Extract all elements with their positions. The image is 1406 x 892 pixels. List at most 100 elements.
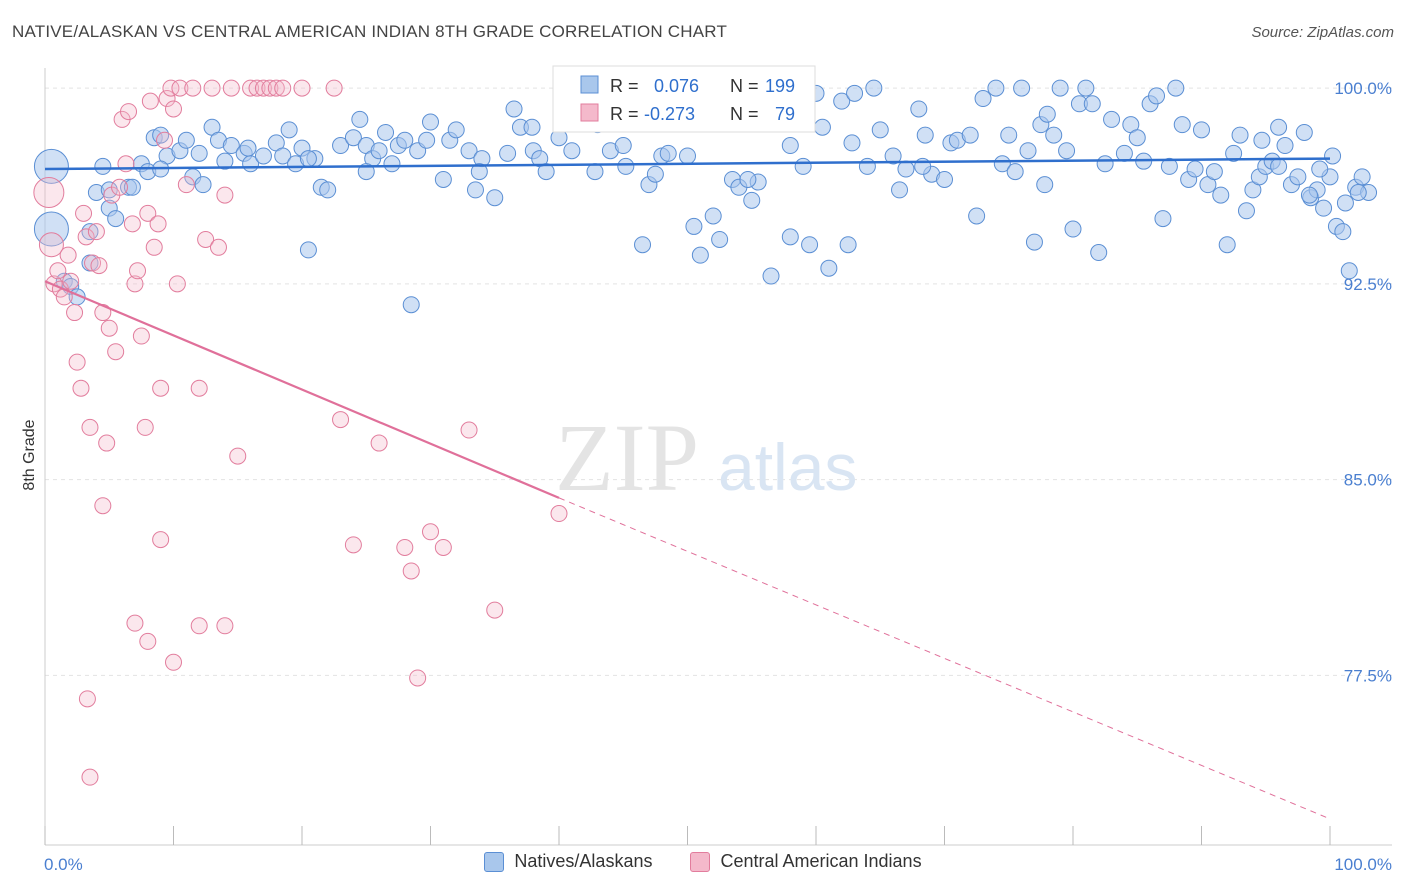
scatter-point-central-american xyxy=(62,272,80,290)
scatter-point-central-american xyxy=(152,379,170,397)
scatter-point-natives xyxy=(884,147,902,165)
scatter-point-natives xyxy=(1218,236,1236,254)
scatter-point-natives xyxy=(1058,142,1076,160)
scatter-point-central-american xyxy=(370,434,388,452)
scatter-point-natives xyxy=(1038,105,1056,123)
scatter-point-central-american xyxy=(197,230,215,248)
scatter-point-natives xyxy=(813,118,831,136)
scatter-point-natives xyxy=(222,137,240,155)
scatter-point-natives xyxy=(679,147,696,165)
scatter-point-natives xyxy=(1193,121,1210,139)
scatter-point-natives xyxy=(704,207,722,225)
scatter-point-natives xyxy=(377,123,395,141)
scatter-point-natives xyxy=(871,121,889,139)
scatter-point-natives xyxy=(858,157,876,175)
scatter-point-central-american xyxy=(550,505,568,523)
scatter-point-natives xyxy=(634,236,652,254)
y-tick-label: 92.5% xyxy=(1344,275,1392,294)
scatter-point-natives xyxy=(123,178,141,196)
scatter-point-natives xyxy=(781,137,799,155)
scatter-point-natives xyxy=(1334,223,1352,241)
scatter-point-natives xyxy=(460,142,478,160)
scatter-point-natives xyxy=(961,126,979,144)
scatter-point-natives xyxy=(254,147,272,165)
scatter-point-natives xyxy=(1353,168,1371,186)
scatter-point-natives xyxy=(1231,126,1249,144)
scatter-point-central-american xyxy=(78,690,96,708)
scatter-point-natives xyxy=(1006,163,1024,181)
scatter-point-natives xyxy=(617,157,635,175)
scatter-point-natives xyxy=(1154,210,1172,228)
legend: Natives/Alaskans Central American Indian… xyxy=(0,851,1406,872)
scatter-point-natives xyxy=(614,137,632,155)
scatter-point-central-american xyxy=(332,411,350,429)
scatter-point-central-american xyxy=(177,176,195,194)
scatter-point-central-american xyxy=(222,79,240,97)
scatter-point-natives xyxy=(691,246,709,264)
scatter-point-central-american xyxy=(344,536,362,554)
scatter-point-central-american xyxy=(81,768,99,786)
scatter-point-natives xyxy=(1036,176,1054,194)
stats-n-label-pink: N = xyxy=(730,104,759,124)
scatter-point-natives xyxy=(280,121,298,139)
scatter-point-natives xyxy=(910,100,928,118)
scatter-point-natives xyxy=(839,236,857,254)
scatter-point-natives xyxy=(1237,202,1255,220)
scatter-point-central-american xyxy=(216,186,234,204)
scatter-point-central-american xyxy=(293,79,311,97)
scatter-point-natives xyxy=(1019,142,1037,160)
scatter-point-natives xyxy=(1013,79,1031,97)
legend-swatch-pink xyxy=(690,851,711,872)
scatter-point-natives xyxy=(1186,160,1204,178)
scatter-point-natives xyxy=(1253,131,1271,149)
legend-label-central-american: Central American Indians xyxy=(720,851,922,871)
scatter-point-natives xyxy=(299,150,317,168)
scatter-point-central-american xyxy=(325,79,343,97)
scatter-point-natives xyxy=(739,170,757,188)
scatter-point-natives xyxy=(1000,126,1018,144)
scatter-point-natives xyxy=(974,90,992,108)
scatter-point-natives xyxy=(190,144,208,162)
scatter-point-natives xyxy=(781,228,799,246)
scatter-point-natives xyxy=(216,152,234,170)
scatter-point-natives xyxy=(711,230,729,248)
scatter-point-natives xyxy=(447,121,465,139)
legend-item-natives[interactable]: Natives/Alaskans xyxy=(484,851,652,872)
scatter-point-natives xyxy=(897,160,915,178)
scatter-point-central-american xyxy=(165,653,182,671)
scatter-point-natives xyxy=(1051,79,1069,97)
stats-box: R = 0.076 N = 199 R = -0.273 N = 79 xyxy=(552,65,816,133)
scatter-point-central-american xyxy=(409,669,427,687)
scatter-point-natives xyxy=(1315,199,1333,217)
scatter-point-natives xyxy=(993,155,1011,173)
scatter-point-central-american xyxy=(402,562,420,580)
scatter-point-natives xyxy=(434,170,452,188)
scatter-point-central-american xyxy=(72,379,90,397)
stats-r-label-pink: R = xyxy=(610,104,639,124)
scatter-point-central-american xyxy=(90,257,108,275)
scatter-point-central-american xyxy=(145,238,163,256)
stats-r-value-pink: -0.273 xyxy=(644,104,695,124)
trendline-natives xyxy=(44,157,1331,171)
legend-swatch-blue xyxy=(484,851,505,872)
scatter-point-natives xyxy=(33,148,69,184)
legend-item-central-american[interactable]: Central American Indians xyxy=(690,851,922,872)
scatter-point-natives xyxy=(936,170,953,188)
scatter-point-natives xyxy=(402,296,420,314)
scatter-point-natives xyxy=(486,189,504,207)
legend-label-natives: Natives/Alaskans xyxy=(514,851,653,871)
scatter-point-central-american xyxy=(139,632,157,650)
scatter-point-central-american xyxy=(254,79,272,97)
scatter-point-central-american xyxy=(77,228,95,246)
scatter-point-natives xyxy=(239,139,257,157)
source-credit: Source: ZipAtlas.com xyxy=(1251,24,1394,41)
scatter-point-natives xyxy=(177,131,195,149)
x-tick-label: 100.0% xyxy=(1334,855,1392,874)
scatter-point-natives xyxy=(94,157,112,175)
scatter-point-natives xyxy=(505,100,523,118)
scatter-point-natives xyxy=(1045,126,1063,144)
scatter-point-natives xyxy=(563,142,581,160)
scatter-point-natives xyxy=(1300,186,1318,204)
scatter-point-natives xyxy=(1349,184,1367,201)
